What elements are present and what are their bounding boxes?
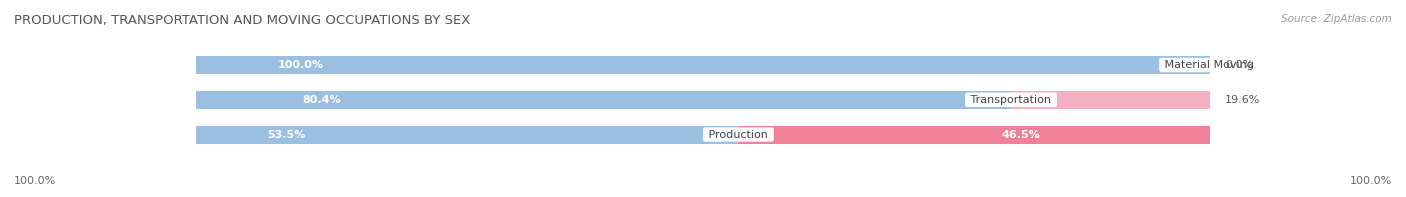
Bar bbox=[197, 125, 1209, 144]
Text: 80.4%: 80.4% bbox=[302, 95, 340, 105]
Bar bbox=[197, 91, 1209, 109]
Text: Material Moving: Material Moving bbox=[1161, 60, 1258, 70]
Text: Production: Production bbox=[706, 130, 772, 139]
Bar bbox=[197, 56, 1209, 74]
Bar bbox=[197, 56, 1209, 74]
Text: Transportation: Transportation bbox=[967, 95, 1054, 105]
Text: 100.0%: 100.0% bbox=[277, 60, 323, 70]
Bar bbox=[1011, 91, 1209, 109]
Bar bbox=[738, 125, 1209, 144]
Text: 100.0%: 100.0% bbox=[1350, 176, 1392, 186]
Text: 0.0%: 0.0% bbox=[1225, 60, 1253, 70]
Bar bbox=[197, 125, 738, 144]
Text: Source: ZipAtlas.com: Source: ZipAtlas.com bbox=[1281, 14, 1392, 24]
Text: 46.5%: 46.5% bbox=[1001, 130, 1040, 139]
Text: PRODUCTION, TRANSPORTATION AND MOVING OCCUPATIONS BY SEX: PRODUCTION, TRANSPORTATION AND MOVING OC… bbox=[14, 14, 471, 27]
Bar bbox=[197, 91, 1011, 109]
Text: 53.5%: 53.5% bbox=[267, 130, 305, 139]
Text: 100.0%: 100.0% bbox=[14, 176, 56, 186]
Text: 19.6%: 19.6% bbox=[1225, 95, 1260, 105]
